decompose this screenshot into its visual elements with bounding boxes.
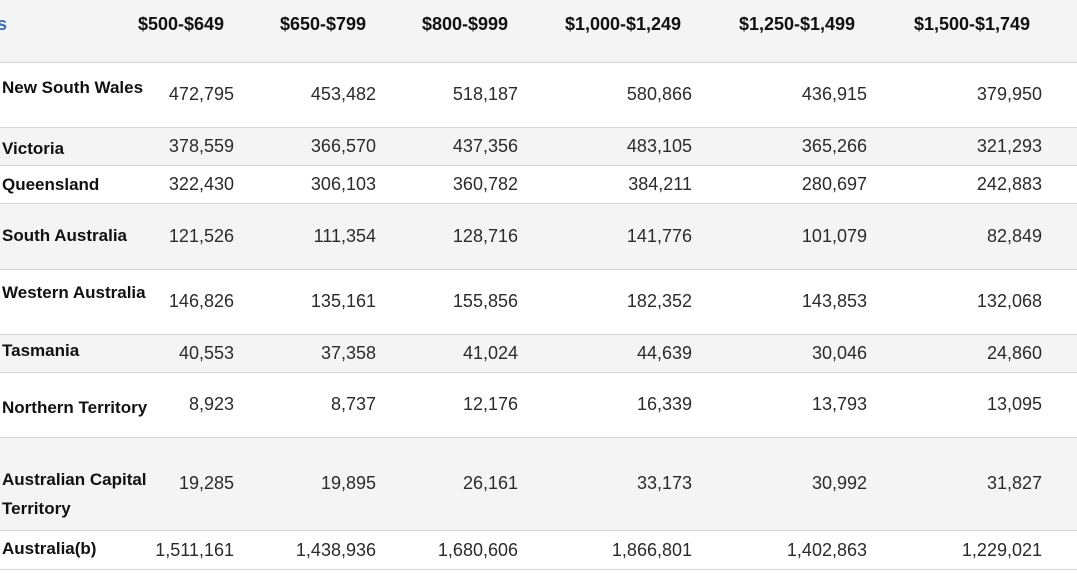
table-cell: 437,356 <box>452 136 518 156</box>
row-label: New South Wales <box>2 78 144 97</box>
table-cell: 436,915 <box>801 84 867 104</box>
table-cell: 182,352 <box>626 291 692 311</box>
table-cell: 1,229,021 <box>961 540 1042 560</box>
column-header: $1,250-$1,499 <box>738 14 856 34</box>
row-label: Western Australia <box>2 283 146 302</box>
table-cell: 30,992 <box>811 473 867 493</box>
table-row: Australian Capital Territory 19,285 19,8… <box>0 438 1077 531</box>
table-row: Western Australia 146,826 135,161 155,85… <box>0 270 1077 335</box>
table-cell: 132,068 <box>976 291 1042 311</box>
table-cell: 384,211 <box>628 174 692 194</box>
row-label: Tasmania <box>2 341 80 360</box>
table-cell: 360,782 <box>452 174 518 194</box>
table-cell: 378,559 <box>168 136 234 156</box>
table-cell: 101,079 <box>801 226 867 246</box>
table-cell: 31,827 <box>986 473 1042 493</box>
table-row: Tasmania 40,553 37,358 41,024 44,639 30,… <box>0 335 1077 373</box>
table-cell: 146,826 <box>168 291 234 311</box>
row-label: Queensland <box>2 175 100 194</box>
table-cell: 155,856 <box>452 291 518 311</box>
column-header: $650-$799 <box>279 14 367 34</box>
table-cell: 242,883 <box>976 174 1042 194</box>
table-cell: 306,103 <box>310 174 376 194</box>
table-cell: 379,950 <box>976 84 1042 104</box>
table-cell: 26,161 <box>462 473 518 493</box>
table-cell: 135,161 <box>310 291 376 311</box>
table-cell: 8,923 <box>188 394 234 414</box>
table-cell: 19,895 <box>320 473 376 493</box>
table-cell: 41,024 <box>462 343 518 363</box>
table-cell: 580,866 <box>626 84 692 104</box>
table-cell: 111,354 <box>313 226 376 246</box>
table-cell: 19,285 <box>178 473 234 493</box>
table-cell: 141,776 <box>626 226 692 246</box>
table-cell: 1,511,161 <box>155 540 234 560</box>
table-cell: 44,639 <box>636 343 692 363</box>
column-header: $800-$999 <box>421 14 509 34</box>
header-edge-glyph: s <box>0 14 8 34</box>
table-cell: 13,793 <box>811 394 867 414</box>
table-cell: 143,853 <box>801 291 867 311</box>
row-label: Victoria <box>2 139 65 158</box>
table-cell: 33,173 <box>636 473 692 493</box>
table-cell: 24,860 <box>986 343 1042 363</box>
row-label: Northern Territory <box>2 398 148 417</box>
table-cell: 322,430 <box>168 174 234 194</box>
row-label: South Australia <box>2 226 127 245</box>
table-cell: 128,716 <box>452 226 518 246</box>
table-cell: 280,697 <box>801 174 867 194</box>
column-header: $1,000-$1,249 <box>564 14 682 34</box>
table-cell: 30,046 <box>811 343 867 363</box>
table-cell: 483,105 <box>626 136 692 156</box>
table-cell: 40,553 <box>178 343 234 363</box>
table-cell: 1,438,936 <box>295 540 376 560</box>
row-label: Australia(b) <box>2 539 97 558</box>
table-cell: 1,866,801 <box>611 540 692 560</box>
table-cell: 518,187 <box>452 84 518 104</box>
column-header: $1,500-$1,749 <box>913 14 1031 34</box>
table-row: New South Wales 472,795 453,482 518,187 … <box>0 63 1077 128</box>
row-label: Australian Capital Territory <box>2 470 147 518</box>
table-row: South Australia 121,526 111,354 128,716 … <box>0 204 1077 270</box>
table-cell: 12,176 <box>462 394 518 414</box>
table-row: Victoria 378,559 366,570 437,356 483,105… <box>0 128 1077 166</box>
table-cell: 82,849 <box>986 226 1042 246</box>
table-row: Australia(b) 1,511,161 1,438,936 1,680,6… <box>0 531 1077 570</box>
table-cell: 365,266 <box>801 136 867 156</box>
table-row: Queensland 322,430 306,103 360,782 384,2… <box>0 166 1077 204</box>
table-cell: 1,402,863 <box>786 540 867 560</box>
table-row: Northern Territory 8,923 8,737 12,176 16… <box>0 373 1077 438</box>
table-cell: 1,680,606 <box>437 540 518 560</box>
table-cell: 37,358 <box>320 343 376 363</box>
table-cell: 16,339 <box>636 394 692 414</box>
table-cell: 321,293 <box>976 136 1042 156</box>
table-cell: 472,795 <box>168 84 234 104</box>
table-cell: 121,526 <box>168 226 234 246</box>
column-header: $500-$649 <box>137 14 225 34</box>
table-cell: 453,482 <box>310 84 376 104</box>
table-cell: 366,570 <box>310 136 376 156</box>
table-header-row: s $500-$649 $650-$799 $800-$999 $1,000-$… <box>0 0 1077 63</box>
table-cell: 8,737 <box>330 394 376 414</box>
table-cell: 13,095 <box>986 394 1042 414</box>
